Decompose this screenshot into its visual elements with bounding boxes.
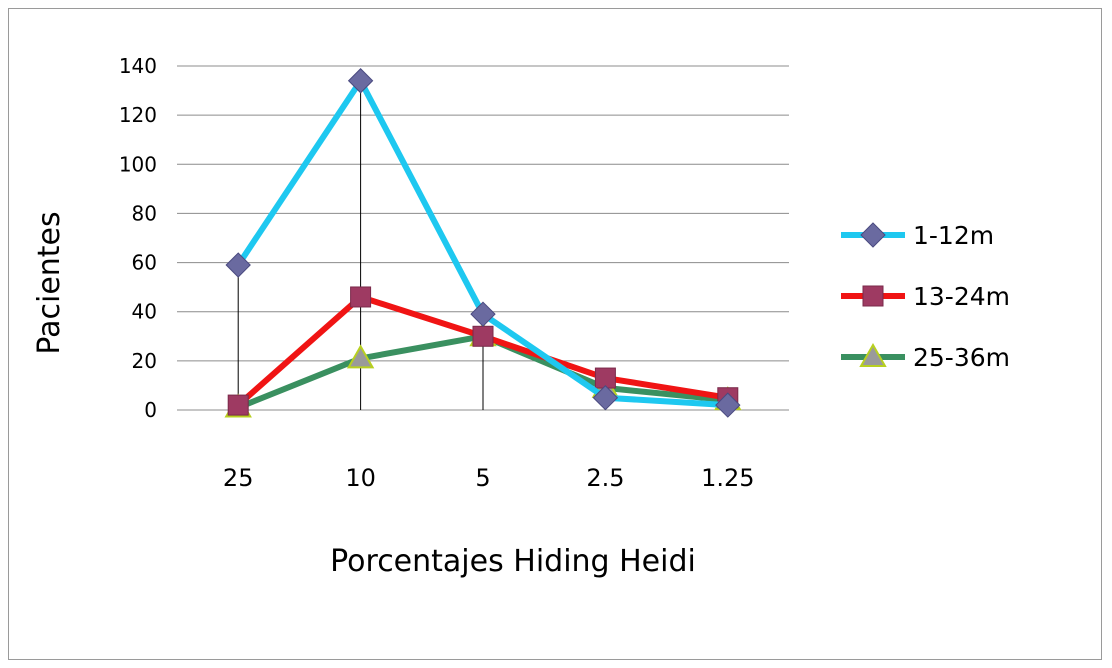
- data-point: [472, 325, 494, 347]
- y-tick-label: 20: [132, 349, 157, 373]
- data-point: [350, 286, 372, 308]
- legend-marker: [860, 222, 886, 248]
- legend-item-1-12m: 1-12m: [841, 221, 994, 250]
- y-tick-label: 80: [132, 201, 157, 225]
- x-axis-title: Porcentajes Hiding Heidi: [330, 544, 696, 579]
- legend-marker: [859, 342, 887, 367]
- y-tick-label: 40: [132, 300, 157, 324]
- data-point: [347, 68, 374, 94]
- chart-frame: 0 20 40 60 80 100 120 140 25 10 5 2.5 1.25 Paciente…: [8, 8, 1102, 660]
- data-point: [225, 252, 251, 278]
- legend-label: 13-24m: [913, 282, 1010, 311]
- legend-label: 1-12m: [913, 221, 994, 250]
- x-tick-label: 2.5: [586, 464, 624, 492]
- x-tick-label: 25: [223, 464, 254, 492]
- y-tick-label: 100: [119, 152, 157, 176]
- y-tick-label: 120: [119, 103, 157, 127]
- x-axis-ticks: 25 10 5 2.5 1.25: [223, 464, 755, 492]
- y-axis-title: Pacientes: [32, 211, 67, 354]
- legend: 1-12m 13-24m 25-36m: [841, 221, 1010, 372]
- legend-marker: [862, 285, 884, 307]
- legend-item-25-36m: 25-36m: [841, 342, 1010, 372]
- data-point: [715, 392, 741, 418]
- x-tick-label: 10: [345, 464, 376, 492]
- legend-item-13-24m: 13-24m: [841, 282, 1010, 311]
- x-tick-label: 1.25: [701, 464, 754, 492]
- legend-label: 25-36m: [913, 343, 1010, 372]
- y-tick-label: 60: [132, 251, 157, 275]
- data-point: [470, 301, 496, 327]
- line-chart: 0 20 40 60 80 100 120 140 25 10 5 2.5 1.25 Paciente…: [32, 54, 1010, 579]
- series-group: [224, 68, 742, 418]
- data-point: [592, 385, 619, 411]
- y-axis-ticks: 0 20 40 60 80 100 120 140: [119, 54, 157, 422]
- data-point: [346, 344, 375, 369]
- series-1-12m: [225, 68, 741, 418]
- y-tick-label: 140: [119, 54, 157, 78]
- x-tick-label: 5: [475, 464, 490, 492]
- series-13-24m: [227, 286, 739, 416]
- data-point: [227, 394, 249, 416]
- y-tick-label: 0: [144, 398, 157, 422]
